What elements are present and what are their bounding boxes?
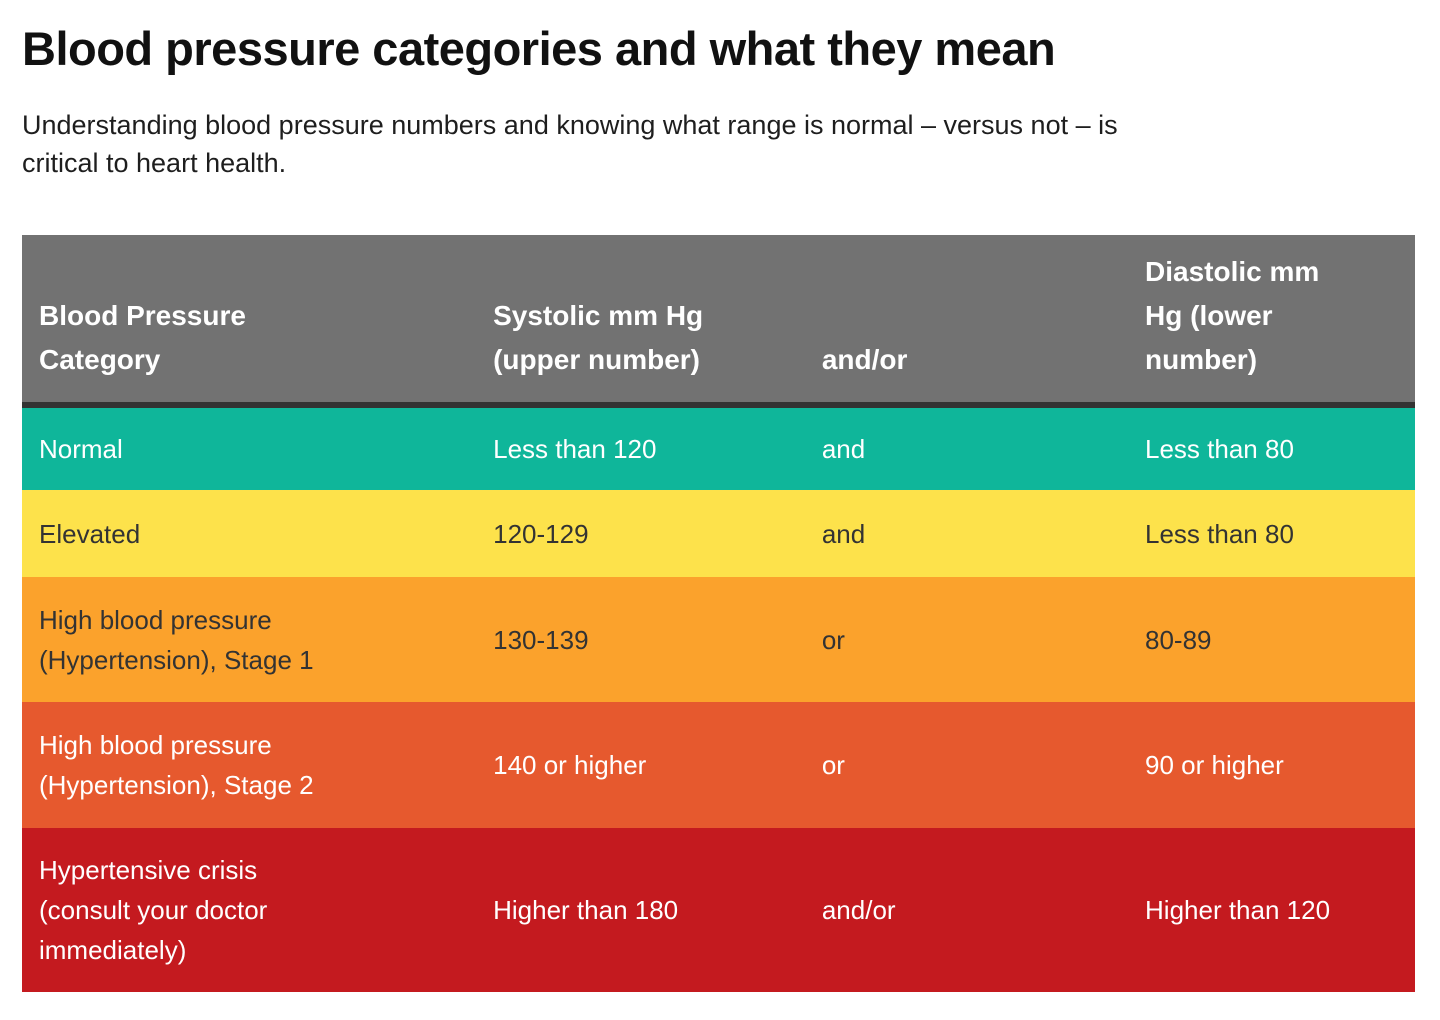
table-row-hypertension-stage-2: High blood pressure (Hypertension), Stag… [22,702,1415,828]
table-row-elevated: Elevated 120-129 and Less than 80 [22,490,1415,577]
cell-diastolic: 80-89 [1145,624,1212,655]
cell-systolic: 140 or higher [493,750,647,780]
cell-systolic: 120-129 [493,518,589,549]
cell-systolic: Less than 120 [493,434,657,464]
table-row-hypertensive-crisis: Hypertensive crisis (consult your doctor… [22,828,1415,992]
header-cell-category: Blood Pressure Category [22,235,477,408]
cell-systolic: Higher than 180 [493,895,679,925]
table-header-row: Blood Pressure Category Systolic mm Hg (… [22,235,1415,408]
cell-diastolic: 90 or higher [1145,750,1284,780]
cell-connector: or [821,750,845,780]
header-cell-systolic: Systolic mm Hg (upper number) [476,235,805,408]
blood-pressure-table: Blood Pressure Category Systolic mm Hg (… [22,235,1415,992]
table-row-hypertension-stage-1: High blood pressure (Hypertension), Stag… [22,577,1415,702]
cell-diastolic: Less than 80 [1145,434,1294,464]
cell-diastolic: Higher than 120 [1145,895,1331,925]
cell-category: Hypertensive crisis (consult your doctor… [39,855,268,965]
cell-diastolic: Less than 80 [1145,518,1294,549]
header-cell-connector: and/or [804,235,1129,408]
page-title: Blood pressure categories and what they … [22,22,1056,75]
cell-category: High blood pressure (Hypertension), Stag… [39,604,314,675]
cell-category: Elevated [39,518,141,549]
cell-connector: and [821,518,866,549]
header-cell-diastolic: Diastolic mm Hg (lower number) [1128,235,1415,408]
cell-connector: and [821,434,866,464]
intro-text: Understanding blood pressure numbers and… [22,110,1118,178]
cell-systolic: 130-139 [493,624,589,655]
cell-category: Normal [39,434,123,464]
cell-connector: and/or [821,895,896,925]
table-row-normal: Normal Less than 120 and Less than 80 [22,405,1415,490]
cell-category: High blood pressure (Hypertension), Stag… [39,730,314,800]
cell-connector: or [821,624,845,655]
